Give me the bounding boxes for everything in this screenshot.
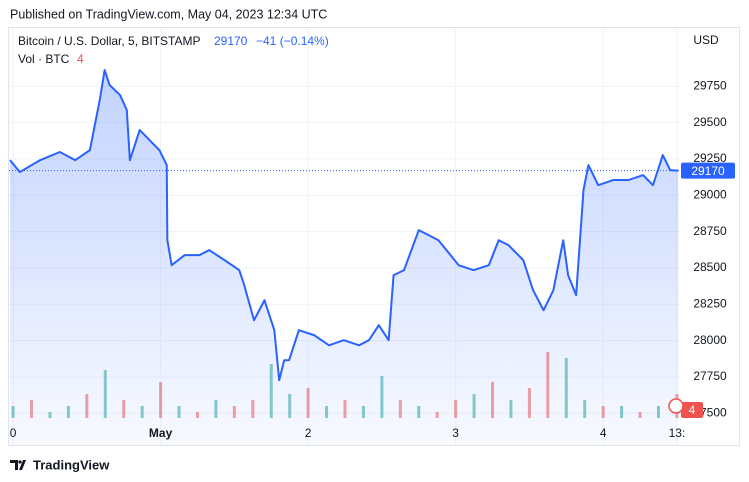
x-tick-label: 0: [10, 426, 17, 440]
tradingview-logo: [10, 460, 26, 470]
y-tick-label: 28250: [693, 296, 727, 310]
y-tick-label: 28000: [693, 333, 727, 347]
y-tick-label: 29000: [693, 187, 727, 201]
last-price-box: [681, 162, 735, 179]
publish-header: Published on TradingView.com, May 04, 20…: [10, 7, 327, 21]
x-tick-label: 3: [452, 426, 459, 440]
x-tick-label: 4: [600, 426, 607, 440]
chart-frame: [8, 27, 740, 446]
y-tick-label: 28500: [693, 260, 727, 274]
price-line: [9, 69, 679, 382]
y-tick-label: 29250: [693, 151, 727, 165]
last-price-label: 29170: [691, 164, 725, 178]
volume-legend: Vol · BTC: [18, 52, 70, 66]
y-tick-label: 27750: [693, 369, 727, 383]
x-tick-label: 2: [305, 426, 312, 440]
currency-label: USD: [693, 33, 719, 47]
price-area: [10, 70, 679, 445]
x-tick-label: May: [149, 426, 173, 440]
x-tick-label: 13:: [669, 426, 686, 440]
chart-title: Bitcoin / U.S. Dollar, 5, BITSTAMP: [18, 34, 201, 48]
flag-icon: [668, 398, 684, 414]
last-volume-box: [681, 402, 703, 418]
y-tick-label: 28750: [693, 224, 727, 238]
footer-brand: TradingView: [33, 457, 110, 472]
volume-legend-value: 4: [77, 52, 84, 66]
last-volume-label: 4: [689, 403, 696, 417]
legend-change: −41 (−0.14%): [256, 34, 329, 48]
legend-price: 29170: [214, 34, 248, 48]
y-tick-label: 29750: [693, 79, 727, 93]
y-tick-label: 29500: [693, 115, 727, 129]
